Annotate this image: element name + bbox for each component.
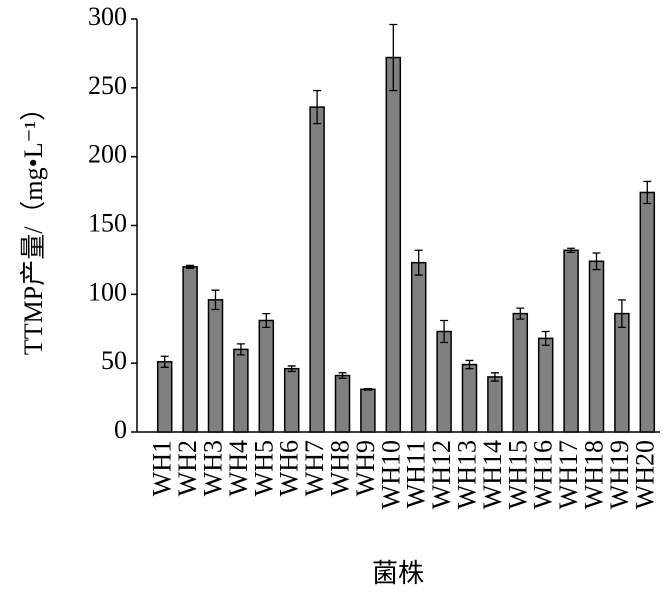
bar [258,319,275,433]
bar [182,266,198,433]
x-tick-label: WH11 [402,440,431,508]
error-bar [490,372,499,382]
bar [436,330,452,433]
bar [614,312,630,433]
x-axis-label: 菌株 [372,559,424,588]
error-bar [186,264,195,269]
y-tick-label: 300 [88,2,127,31]
x-tick-label: WH17 [554,440,583,509]
x-tick-label: WH2 [173,440,202,496]
error-bar [440,319,449,344]
bar [410,261,427,433]
y-tick-label: 50 [101,346,127,375]
error-bar [465,359,474,370]
error-bar [313,89,322,125]
bar [309,106,325,433]
x-tick-label: WH8 [325,440,354,496]
bar [283,367,300,433]
x-tick-label: WH15 [503,440,532,509]
x-tick-label: WH3 [198,440,227,496]
error-bar [414,249,423,276]
x-tick-label: WH19 [605,440,634,509]
x-tick-label: WH12 [427,440,456,509]
bar [512,312,529,433]
bar [588,260,605,433]
x-tick-label: WH18 [579,440,608,509]
bar [537,337,554,433]
error-bar [389,23,398,92]
x-tick-label: WH14 [478,440,507,509]
x-tick-label: WH10 [376,440,405,509]
bar [233,348,249,433]
error-bar [211,289,220,311]
bar [207,299,224,433]
x-tick-label: WH13 [452,440,481,509]
bar [461,363,478,433]
error-bar [516,307,525,320]
y-axis-label: TTMP产量/（mg•L⁻¹） [19,95,48,355]
error-bar [287,365,296,373]
y-tick-label: 100 [88,277,127,306]
bar [334,374,351,433]
bar [639,191,656,433]
y-tick-label: 150 [88,208,127,237]
y-tick-label: 200 [88,140,127,169]
error-bar [160,355,169,368]
error-bar [262,312,271,329]
bar [385,56,402,433]
error-bar [592,252,601,271]
y-tick-label: 0 [114,415,127,444]
error-bar [236,343,245,356]
bar [487,376,503,433]
error-bar [643,180,652,205]
x-tick-label: WH9 [351,440,380,496]
error-bar [338,372,347,379]
error-bar [617,299,626,329]
bar [156,361,173,433]
x-tick-label: WH20 [630,440,659,509]
x-tick-label: WH1 [148,440,177,496]
bar [563,249,579,433]
error-bar [541,330,550,346]
x-tick-label: WH16 [529,440,558,509]
x-tick-label: WH7 [300,440,329,496]
error-bar [567,247,576,253]
error-bar [363,387,372,391]
x-tick-label: WH4 [224,440,253,496]
x-tick-label: WH6 [275,440,304,496]
bar [360,388,376,433]
y-tick-label: 250 [88,71,127,100]
x-tick-label: WH5 [249,440,278,496]
